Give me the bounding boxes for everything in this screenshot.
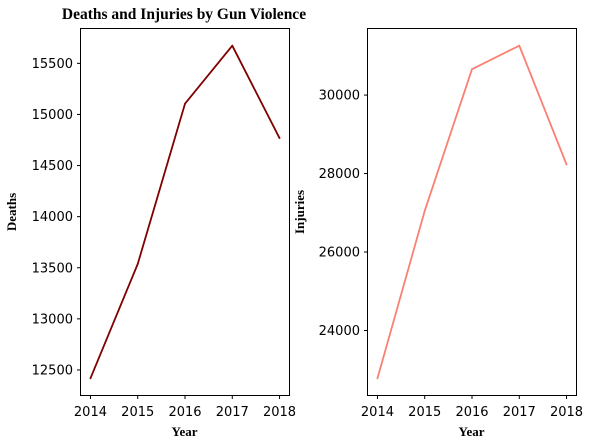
deaths-y-axis-label: Deaths [4, 193, 19, 231]
injuries-data-point [471, 68, 473, 71]
injuries-data-point [376, 377, 379, 380]
injuries-y-tick-label: 28000 [319, 167, 360, 182]
injuries-y-tick-label: 26000 [319, 246, 360, 261]
deaths-panel: 2014 2015 2016 2017 2018 12500 13000 13500 14000… [4, 28, 296, 439]
injuries-x-tick-label: 2017 [503, 405, 536, 420]
deaths-y-tick-label: 14500 [32, 159, 73, 174]
deaths-y-tick-label: 15500 [32, 57, 73, 72]
deaths-series-line [89, 44, 281, 379]
injuries-x-tick-label: 2018 [550, 405, 583, 420]
deaths-y-tick-label: 12500 [32, 363, 73, 378]
deaths-data-point [231, 44, 234, 47]
injuries-data-point [423, 209, 426, 212]
deaths-series [89, 44, 281, 380]
injuries-plot-frame [367, 28, 577, 396]
deaths-data-point [136, 263, 139, 265]
injuries-y-tick-label: 24000 [319, 324, 360, 339]
deaths-data-point [278, 137, 281, 140]
injuries-x-tick-label: 2016 [455, 405, 488, 420]
injuries-ticks: 2014 2015 2016 2017 2018 24000 26000 28000 30000 [319, 89, 583, 420]
injuries-x-tick-label: 2015 [408, 405, 441, 420]
deaths-data-point [184, 102, 186, 105]
injuries-x-axis-label: Year [459, 424, 485, 439]
injuries-data-point [518, 44, 521, 47]
deaths-x-tick-label: 2018 [263, 405, 296, 420]
injuries-x-tick-label: 2014 [361, 405, 394, 420]
deaths-x-axis-label: Year [172, 424, 198, 439]
deaths-x-tick-label: 2016 [168, 405, 201, 420]
deaths-y-tick-label: 13000 [32, 312, 73, 327]
deaths-y-tick-label: 14000 [32, 210, 73, 225]
injuries-data-point [565, 163, 568, 166]
deaths-plot-frame [80, 28, 290, 396]
injuries-panel: 2014 2015 2016 2017 2018 24000 26000 28000 30000… [292, 28, 583, 439]
injuries-y-tick-label: 30000 [319, 89, 360, 104]
deaths-data-point [89, 377, 92, 380]
injuries-y-axis-label: Injuries [292, 190, 307, 234]
deaths-ticks: 2014 2015 2016 2017 2018 12500 13000 13500 14000… [32, 57, 296, 420]
injuries-series [376, 44, 568, 380]
deaths-y-tick-label: 13500 [32, 261, 73, 276]
deaths-x-tick-label: 2014 [74, 405, 107, 420]
deaths-y-tick-label: 15000 [32, 108, 73, 123]
deaths-x-tick-label: 2015 [121, 405, 154, 420]
chart-title: Deaths and Injuries by Gun Violence [62, 6, 306, 23]
injuries-series-line [376, 44, 568, 379]
deaths-x-tick-label: 2017 [216, 405, 249, 420]
